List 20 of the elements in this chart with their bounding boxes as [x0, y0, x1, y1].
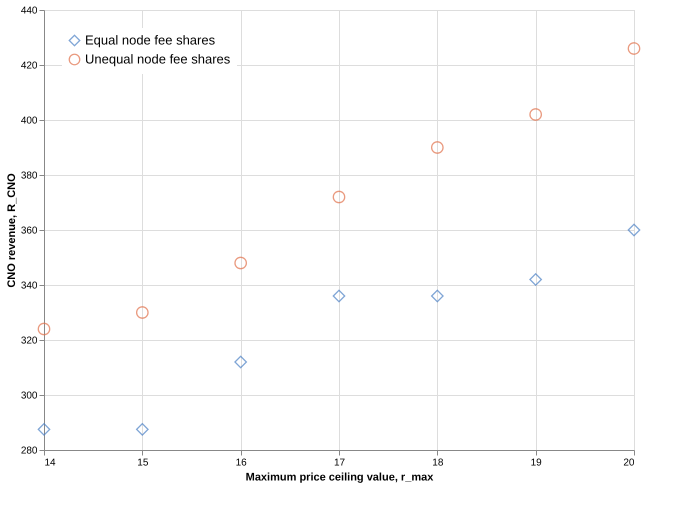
- x-tick-label: 18: [432, 458, 444, 468]
- y-axis-title: CNO revenue, R_CNO: [6, 172, 18, 288]
- legend-label: Unequal node fee shares: [85, 52, 231, 66]
- y-tick-label: 400: [20, 116, 38, 126]
- x-axis-title: Maximum price ceiling value, r_max: [246, 472, 434, 484]
- legend-label: Equal node fee shares: [85, 32, 216, 48]
- y-tick-label: 380: [20, 170, 38, 182]
- y-tick-label: 440: [20, 6, 38, 16]
- x-tick-label: 15: [137, 458, 149, 468]
- x-tick-label: 20: [623, 458, 635, 468]
- x-tick-label: 19: [530, 458, 542, 468]
- y-tick-label: 280: [20, 446, 38, 456]
- x-tick-label: 16: [236, 458, 248, 468]
- y-tick-label: 320: [20, 336, 38, 346]
- y-tick-label: 360: [20, 226, 38, 236]
- x-tick-label: 14: [44, 458, 56, 468]
- y-tick-label: 420: [20, 60, 38, 72]
- x-tick-label: 17: [334, 458, 346, 468]
- y-tick-label: 340: [20, 280, 38, 292]
- y-tick-label: 300: [20, 390, 38, 402]
